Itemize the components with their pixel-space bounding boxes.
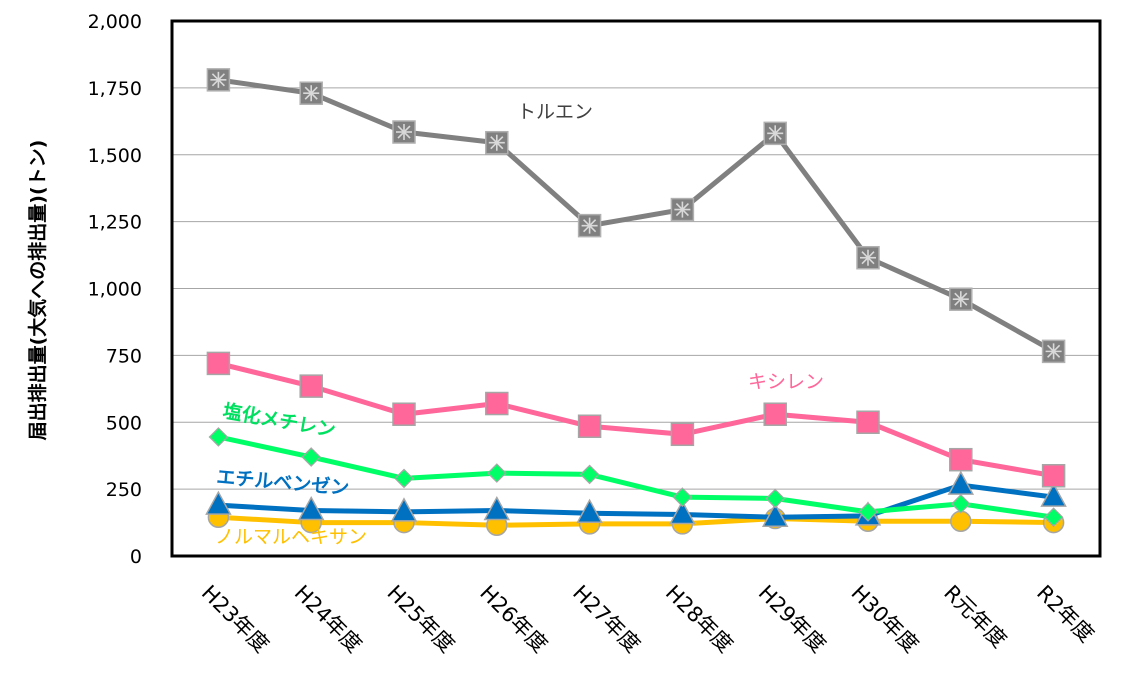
- data-point: [392, 120, 416, 144]
- data-point: [394, 468, 414, 489]
- data-point: [949, 447, 973, 472]
- data-point: [299, 81, 323, 105]
- gridlines: [172, 87, 1100, 490]
- x-tick-label: R元年度: [939, 581, 1011, 653]
- x-tick-label: H29年度: [754, 581, 831, 658]
- data-point: [577, 213, 602, 238]
- data-point: [949, 287, 973, 311]
- data-point-star: [304, 86, 318, 100]
- data-point: [206, 351, 231, 376]
- data-point: [301, 447, 322, 467]
- series-label-ethylbenzene: エチルベンゼン: [216, 465, 351, 500]
- data-point: [390, 497, 418, 522]
- series-label-n-hexane: ノルマルヘキサン: [215, 526, 367, 548]
- data-point-star: [397, 125, 411, 139]
- data-point-star: [768, 126, 782, 140]
- data-point: [1040, 482, 1067, 507]
- data-point: [206, 68, 231, 92]
- y-tick-label: 0: [130, 546, 142, 568]
- data-point: [763, 121, 787, 146]
- data-point: [856, 245, 880, 270]
- series-line: [217, 360, 1055, 479]
- data-point-star: [490, 136, 504, 150]
- data-point-star: [211, 73, 225, 87]
- x-tick-label: H26年度: [475, 581, 552, 658]
- data-point: [208, 427, 229, 447]
- data-point: [1041, 464, 1066, 488]
- x-tick-label: H27年度: [568, 581, 645, 658]
- data-point: [672, 487, 693, 507]
- y-tick-label: 1,500: [88, 145, 142, 167]
- y-tick-label: 750: [106, 345, 142, 367]
- data-point: [763, 402, 787, 426]
- data-point: [858, 502, 878, 522]
- y-axis-ticks: 0 250 500 750 1,000 1,250 1,500 1,750 2,000: [88, 11, 142, 568]
- y-tick-label: 500: [106, 412, 142, 434]
- data-point: [576, 498, 603, 523]
- data-point: [485, 130, 509, 155]
- data-point-star: [1047, 344, 1061, 358]
- data-point: [950, 510, 972, 532]
- y-tick-label: 1,750: [88, 78, 142, 100]
- y-tick-label: 250: [106, 479, 142, 501]
- series-label-toluene: トルエン: [517, 101, 593, 123]
- data-point: [950, 493, 971, 514]
- x-tick-label: R2年度: [1032, 581, 1098, 647]
- y-tick-label: 2,000: [88, 11, 142, 33]
- data-point: [483, 495, 511, 521]
- plot-area-frame: [170, 19, 1102, 558]
- data-point: [765, 488, 786, 509]
- data-point: [205, 490, 232, 515]
- data-point-star: [675, 203, 689, 217]
- data-point-star: [954, 292, 968, 306]
- x-tick-label: H23年度: [197, 581, 274, 658]
- data-point: [579, 464, 600, 485]
- data-point: [297, 495, 325, 521]
- y-tick-label: 1,000: [88, 279, 142, 301]
- x-tick-label: H25年度: [382, 581, 459, 658]
- data-point: [485, 391, 509, 416]
- series-line: [218, 482, 1054, 520]
- data-point: [761, 502, 789, 527]
- y-tick-label: 1,250: [88, 212, 142, 234]
- data-point: [1041, 339, 1066, 364]
- data-point: [669, 499, 696, 525]
- data-point: [856, 410, 880, 434]
- series-lines: [205, 68, 1067, 536]
- series-label-xylene: キシレン: [748, 371, 824, 393]
- data-point-star: [861, 251, 875, 265]
- x-tick-label: H24年度: [290, 581, 367, 658]
- x-axis-ticks: H23年度 H24年度 H25年度 H26年度 H27年度 H28年度 H29年度 H30年度…: [197, 581, 1099, 658]
- data-point: [577, 414, 602, 439]
- x-tick-label: H28年度: [661, 581, 738, 658]
- data-point: [1043, 507, 1064, 528]
- data-point-star: [583, 219, 597, 233]
- data-point: [947, 470, 975, 495]
- x-tick-label: H30年度: [846, 581, 923, 658]
- data-point: [670, 197, 695, 222]
- series-line: [218, 77, 1055, 354]
- data-point: [670, 422, 695, 447]
- series-line: [218, 514, 1054, 528]
- data-point: [392, 402, 416, 426]
- data-point: [299, 374, 323, 398]
- y-axis-label: 届出排出量(大気への排出量)(トン): [26, 140, 49, 441]
- data-point: [486, 463, 507, 483]
- series-label-methylene-chloride: 塩化メチレン: [221, 399, 337, 441]
- series-line: [217, 434, 1054, 520]
